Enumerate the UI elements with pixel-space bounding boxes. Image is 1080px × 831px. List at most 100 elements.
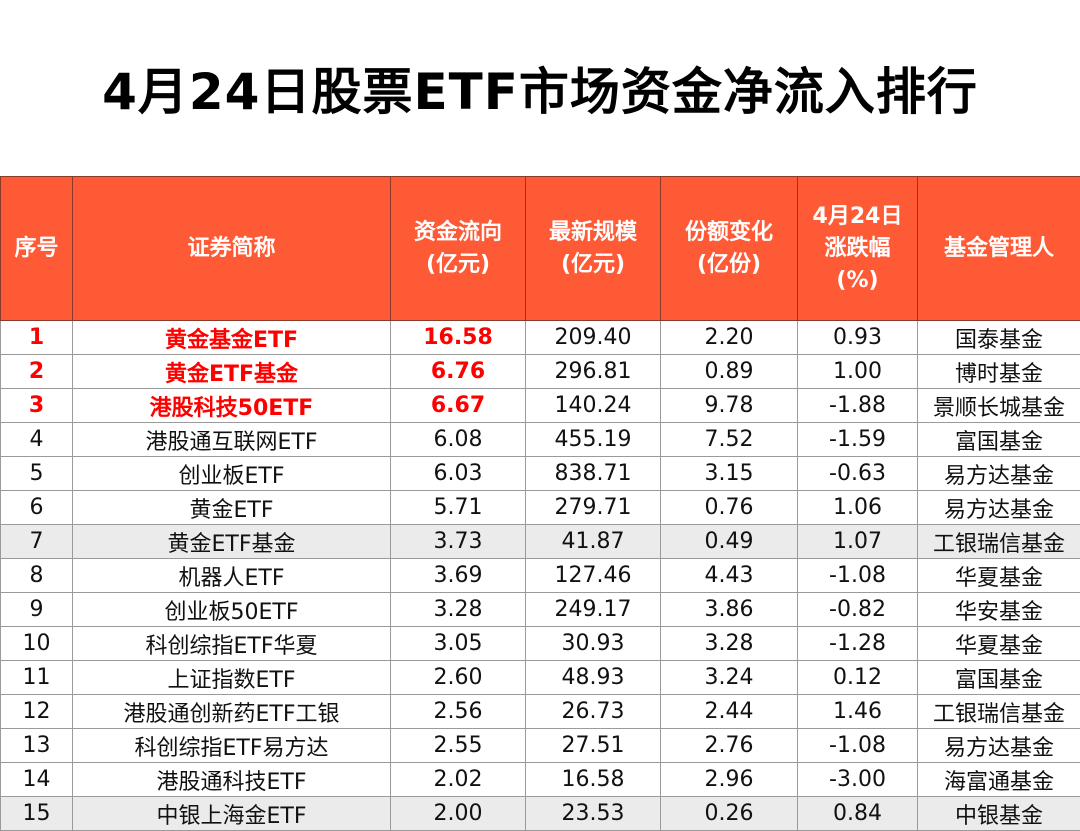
cell-rank: 7 bbox=[1, 525, 73, 559]
cell-fund-manager: 国泰基金 bbox=[918, 321, 1080, 355]
cell-fund-manager: 工银瑞信基金 bbox=[918, 695, 1080, 729]
cell-security-name: 科创综指ETF易方达 bbox=[73, 729, 391, 763]
cell-fund-flow: 3.05 bbox=[391, 627, 526, 661]
cell-price-change: 0.12 bbox=[798, 661, 918, 695]
cell-price-change: -1.59 bbox=[798, 423, 918, 457]
cell-rank: 5 bbox=[1, 457, 73, 491]
cell-share-change: 0.89 bbox=[661, 355, 798, 389]
cell-fund-flow: 6.08 bbox=[391, 423, 526, 457]
cell-fund-flow: 3.69 bbox=[391, 559, 526, 593]
cell-fund-manager: 易方达基金 bbox=[918, 491, 1080, 525]
cell-rank: 6 bbox=[1, 491, 73, 525]
cell-share-change: 2.96 bbox=[661, 763, 798, 797]
header-rank: 序号 bbox=[1, 177, 73, 321]
cell-latest-scale: 140.24 bbox=[526, 389, 661, 423]
cell-security-name: 港股通互联网ETF bbox=[73, 423, 391, 457]
cell-price-change: -0.82 bbox=[798, 593, 918, 627]
cell-latest-scale: 26.73 bbox=[526, 695, 661, 729]
cell-rank: 11 bbox=[1, 661, 73, 695]
cell-fund-manager: 富国基金 bbox=[918, 661, 1080, 695]
cell-latest-scale: 41.87 bbox=[526, 525, 661, 559]
cell-rank: 12 bbox=[1, 695, 73, 729]
cell-price-change: -1.88 bbox=[798, 389, 918, 423]
cell-fund-flow: 3.28 bbox=[391, 593, 526, 627]
header-latest-scale: 最新规模 (亿元) bbox=[526, 177, 661, 321]
cell-latest-scale: 48.93 bbox=[526, 661, 661, 695]
cell-rank: 10 bbox=[1, 627, 73, 661]
cell-fund-manager: 易方达基金 bbox=[918, 729, 1080, 763]
cell-latest-scale: 296.81 bbox=[526, 355, 661, 389]
cell-security-name: 黄金基金ETF bbox=[73, 321, 391, 355]
cell-security-name: 黄金ETF基金 bbox=[73, 355, 391, 389]
cell-rank: 8 bbox=[1, 559, 73, 593]
cell-price-change: 1.07 bbox=[798, 525, 918, 559]
cell-share-change: 2.76 bbox=[661, 729, 798, 763]
cell-latest-scale: 249.17 bbox=[526, 593, 661, 627]
cell-share-change: 3.15 bbox=[661, 457, 798, 491]
cell-fund-manager: 工银瑞信基金 bbox=[918, 525, 1080, 559]
cell-share-change: 3.28 bbox=[661, 627, 798, 661]
cell-fund-manager: 易方达基金 bbox=[918, 457, 1080, 491]
cell-fund-flow: 3.73 bbox=[391, 525, 526, 559]
cell-rank: 1 bbox=[1, 321, 73, 355]
cell-security-name: 创业板50ETF bbox=[73, 593, 391, 627]
header-row: 序号证券简称资金流向 (亿元)最新规模 (亿元)份额变化 (亿份)4月24日 涨… bbox=[1, 177, 1080, 321]
cell-fund-manager: 海富通基金 bbox=[918, 763, 1080, 797]
cell-security-name: 上证指数ETF bbox=[73, 661, 391, 695]
cell-rank: 9 bbox=[1, 593, 73, 627]
cell-latest-scale: 30.93 bbox=[526, 627, 661, 661]
cell-latest-scale: 27.51 bbox=[526, 729, 661, 763]
cell-latest-scale: 279.71 bbox=[526, 491, 661, 525]
cell-latest-scale: 209.40 bbox=[526, 321, 661, 355]
cell-share-change: 3.86 bbox=[661, 593, 798, 627]
cell-price-change: -1.28 bbox=[798, 627, 918, 661]
cell-fund-flow: 2.02 bbox=[391, 763, 526, 797]
cell-fund-flow: 2.55 bbox=[391, 729, 526, 763]
cell-fund-flow: 2.56 bbox=[391, 695, 526, 729]
page-title: 4月24日股票ETF市场资金净流入排行 bbox=[0, 0, 1080, 176]
cell-price-change: -0.63 bbox=[798, 457, 918, 491]
cell-fund-manager: 博时基金 bbox=[918, 355, 1080, 389]
cell-share-change: 0.26 bbox=[661, 797, 798, 831]
cell-security-name: 港股科技50ETF bbox=[73, 389, 391, 423]
cell-rank: 13 bbox=[1, 729, 73, 763]
cell-share-change: 7.52 bbox=[661, 423, 798, 457]
cell-latest-scale: 16.58 bbox=[526, 763, 661, 797]
cell-fund-flow: 2.60 bbox=[391, 661, 526, 695]
cell-rank: 14 bbox=[1, 763, 73, 797]
cell-security-name: 中银上海金ETF bbox=[73, 797, 391, 831]
cell-price-change: 1.06 bbox=[798, 491, 918, 525]
cell-share-change: 0.76 bbox=[661, 491, 798, 525]
cell-latest-scale: 127.46 bbox=[526, 559, 661, 593]
cell-fund-flow: 6.76 bbox=[391, 355, 526, 389]
cell-security-name: 科创综指ETF华夏 bbox=[73, 627, 391, 661]
cell-security-name: 创业板ETF bbox=[73, 457, 391, 491]
cell-price-change: 0.84 bbox=[798, 797, 918, 831]
cell-latest-scale: 838.71 bbox=[526, 457, 661, 491]
cell-fund-manager: 华夏基金 bbox=[918, 627, 1080, 661]
header-price-change: 4月24日 涨跌幅 (%) bbox=[798, 177, 918, 321]
cell-fund-manager: 华夏基金 bbox=[918, 559, 1080, 593]
cell-latest-scale: 455.19 bbox=[526, 423, 661, 457]
cell-price-change: -1.08 bbox=[798, 559, 918, 593]
cell-price-change: -3.00 bbox=[798, 763, 918, 797]
cell-price-change: 1.00 bbox=[798, 355, 918, 389]
cell-price-change: 0.93 bbox=[798, 321, 918, 355]
cell-fund-flow: 5.71 bbox=[391, 491, 526, 525]
cell-fund-manager: 富国基金 bbox=[918, 423, 1080, 457]
header-fund-manager: 基金管理人 bbox=[918, 177, 1080, 321]
header-share-change: 份额变化 (亿份) bbox=[661, 177, 798, 321]
cell-latest-scale: 23.53 bbox=[526, 797, 661, 831]
cell-share-change: 4.43 bbox=[661, 559, 798, 593]
